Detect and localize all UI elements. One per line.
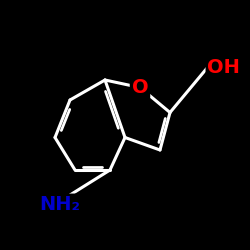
Text: O: O xyxy=(132,78,148,97)
Text: NH₂: NH₂ xyxy=(40,196,80,214)
Text: OH: OH xyxy=(208,58,240,77)
